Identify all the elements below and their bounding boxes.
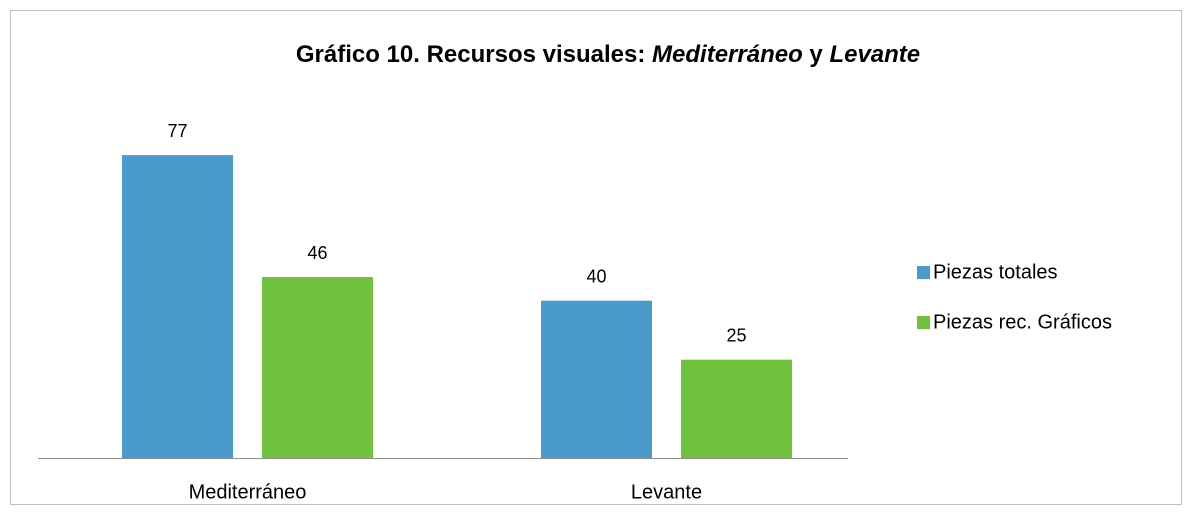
data-label: 40 (586, 266, 606, 286)
title-part: Levante (829, 41, 920, 68)
title-part: Gráfico 10. Recursos visuales: (296, 41, 646, 68)
title-part: y (809, 41, 823, 68)
data-label: 46 (307, 243, 327, 263)
legend-label: Piezas rec. Gráficos (933, 311, 1112, 333)
data-label: 25 (726, 325, 746, 345)
bar (681, 359, 792, 458)
legend-label: Piezas totales (933, 261, 1058, 283)
legend-swatch (917, 316, 930, 329)
x-tick-label: Mediterráneo (189, 481, 307, 503)
data-label: 77 (167, 121, 187, 141)
bar (262, 277, 373, 458)
chart-title: Gráfico 10. Recursos visuales: Mediterrá… (296, 41, 920, 68)
title-part: Mediterráneo (652, 41, 803, 68)
x-tick-label: Levante (631, 481, 702, 503)
legend-swatch (917, 266, 930, 279)
bar (122, 155, 233, 458)
bar (541, 300, 652, 458)
